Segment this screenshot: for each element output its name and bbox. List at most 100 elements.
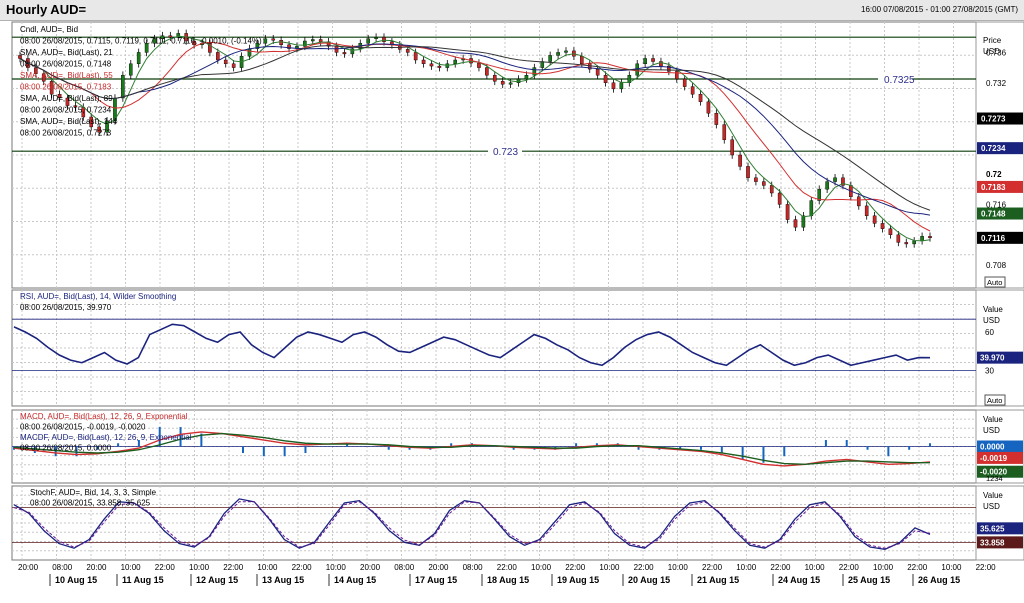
candle-body — [754, 177, 758, 182]
x-hour-label: 10:00 — [326, 563, 347, 572]
candle-body — [904, 242, 909, 245]
x-hour-label: 08:00 — [394, 563, 415, 572]
candle-body — [334, 46, 339, 53]
candle-body — [429, 63, 434, 67]
macd-histogram-bar — [283, 446, 286, 457]
macd-badge — [977, 451, 1023, 464]
candle-body — [263, 38, 268, 44]
macd-histogram-bar — [158, 427, 161, 447]
x-date-label: 21 Aug 15 — [697, 575, 739, 585]
date-range: 16:00 07/08/2015 - 01:00 27/08/2015 (GMT… — [861, 5, 1018, 14]
macd-histogram-bar — [866, 446, 869, 450]
price-badge — [977, 207, 1023, 220]
rsi-axis-unit: USD — [983, 316, 1000, 325]
candle-body — [667, 65, 671, 72]
candle-body — [714, 112, 719, 125]
candle-body — [176, 33, 181, 38]
price-badge — [977, 180, 1023, 193]
candle-body — [825, 181, 829, 190]
candle-body — [73, 105, 78, 108]
macd-histogram-bar — [54, 446, 57, 457]
x-date-label: 26 Aug 15 — [918, 575, 960, 585]
stoch-badge-label: 33.858 — [980, 538, 1005, 547]
candle-body — [769, 185, 774, 194]
macd-auto-label: 1234 — [986, 474, 1003, 483]
macd-histogram-bar — [179, 427, 182, 447]
macd-badge — [977, 440, 1023, 453]
rsi-legend-line: 08:00 26/08/2015, 39.970 — [20, 303, 112, 312]
macd-histogram-bar — [783, 446, 786, 457]
auto-label: Auto — [987, 278, 1002, 287]
macd-histogram-bar — [679, 446, 682, 450]
macd-histogram-bar — [75, 446, 78, 457]
x-date-label: 13 Aug 15 — [262, 575, 304, 585]
hline-label-bg — [488, 144, 522, 158]
candle-body — [216, 52, 220, 61]
candle-body — [303, 40, 307, 47]
price-legend-line: 08:00 26/08/2015, 0.7148 — [20, 60, 112, 69]
candle-body — [366, 38, 370, 44]
stoch-legend-line: 08:00 26/08/2015, 33.858, 35.625 — [30, 499, 151, 508]
price-legend-line: Cndl, AUD=, Bid — [20, 25, 78, 34]
x-date-label: 17 Aug 15 — [415, 575, 457, 585]
sma144-line — [19, 45, 931, 211]
x-hour-label: 10:00 — [668, 563, 689, 572]
macd-badge-label: 0.0000 — [980, 443, 1005, 452]
candle-body — [477, 62, 481, 68]
candle-body — [738, 154, 742, 167]
x-hour-label: 10:00 — [599, 563, 620, 572]
price-legend-line: 08:00 26/08/2015, 0.7234 — [20, 106, 112, 115]
x-hour-label: 22:00 — [976, 563, 997, 572]
candle-body — [231, 63, 236, 68]
macd-histogram-bar — [887, 446, 890, 457]
candle-body — [762, 181, 766, 186]
candle-body — [690, 86, 695, 95]
price-legend-line: SMA, AUD=, Bid(Last), 89 — [20, 94, 113, 103]
macd-signal-line — [13, 432, 930, 466]
candle-body — [643, 58, 647, 64]
candle-body — [350, 48, 355, 55]
price-badge-label: 0.7183 — [981, 183, 1006, 192]
macd-histogram-bar — [200, 433, 203, 447]
macd-histogram-bar — [512, 446, 515, 450]
chart-title: Hourly AUD= — [6, 2, 87, 17]
candle-body — [310, 39, 315, 42]
candle-body — [556, 52, 560, 56]
price-tick-label: 0.716 — [986, 200, 1007, 209]
candle-body — [920, 236, 924, 242]
stoch-axis-title: Value — [983, 491, 1003, 500]
candle-body — [382, 37, 386, 42]
price-legend-line: SMA, AUD=, Bid(Last), 55 — [20, 71, 113, 80]
rsi-line — [13, 323, 931, 367]
x-hour-label: 22:00 — [702, 563, 723, 572]
macd-histogram-bar — [845, 440, 848, 447]
macd-axis-title: Value — [983, 415, 1003, 424]
macd-legend-line: MACDF, AUD=, Bid(Last), 12, 26, 9, Expon… — [20, 433, 192, 442]
price-badge-label: 0.7148 — [981, 210, 1006, 219]
candle-body — [564, 50, 568, 53]
stoch-axis-unit: USD — [983, 502, 1000, 511]
price-badge-label: 0.7273 — [981, 115, 1006, 124]
candle-body — [97, 126, 101, 133]
candle-body — [485, 67, 489, 76]
macd-histogram-bar — [824, 440, 827, 447]
x-hour-label: 22:00 — [770, 563, 791, 572]
macd-histogram-bar — [33, 446, 36, 453]
x-hour-label: 10:00 — [873, 563, 894, 572]
macd-histogram-bar — [700, 446, 702, 450]
x-date-label: 19 Aug 15 — [557, 575, 599, 585]
macd-legend-line: 08:00 26/08/2015, -0.0019, -0.0020 — [20, 423, 146, 432]
candle-body — [674, 71, 679, 80]
candle-body — [532, 67, 537, 76]
auto-label: Auto — [987, 396, 1002, 405]
candle-body — [722, 124, 727, 140]
price-tick-label: 0.736 — [986, 48, 1007, 57]
candle-body — [682, 78, 687, 87]
candle-body — [374, 37, 378, 39]
macd-histogram-bar — [346, 443, 349, 447]
candle-body — [89, 116, 94, 128]
price-badge — [977, 112, 1023, 125]
candle-body — [912, 240, 916, 245]
macd-badge-label: -0.0020 — [980, 468, 1008, 477]
price-axis-title: Price — [983, 36, 1002, 45]
